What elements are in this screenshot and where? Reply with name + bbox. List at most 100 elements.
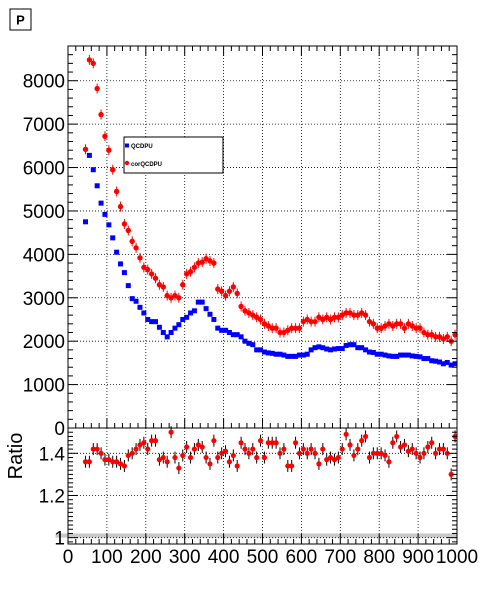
qcdpu-point bbox=[343, 343, 349, 349]
qcdpu-point bbox=[417, 354, 423, 360]
ratio-uncertainty-band bbox=[55, 533, 457, 538]
ratio-point bbox=[378, 450, 384, 456]
qcdpu-point bbox=[370, 349, 376, 355]
ratio-point bbox=[145, 446, 151, 452]
qcdpu-point bbox=[378, 351, 384, 357]
ratio-point bbox=[331, 457, 338, 463]
ratio-point bbox=[300, 446, 306, 452]
ratio-point bbox=[257, 438, 264, 444]
qcdpu-point bbox=[145, 316, 151, 322]
ratio-point bbox=[382, 452, 388, 459]
qcdpu-point bbox=[137, 304, 143, 310]
corqcdpu-point bbox=[180, 282, 186, 288]
qcdpu-point bbox=[312, 345, 318, 351]
corqcdpu-point bbox=[413, 325, 419, 331]
qcdpu-point bbox=[300, 352, 306, 358]
ratio-axis-ticks bbox=[67, 431, 458, 544]
qcdpu-point bbox=[223, 327, 229, 333]
ratio-point bbox=[187, 454, 194, 461]
corqcdpu-point bbox=[110, 167, 116, 173]
ratio-point bbox=[117, 461, 124, 467]
ratio-point bbox=[409, 446, 415, 452]
qcdpu-point bbox=[308, 347, 314, 353]
qcdpu-point bbox=[94, 183, 100, 189]
qcdpu-point bbox=[269, 350, 275, 356]
qcdpu-point bbox=[226, 330, 232, 335]
ratio-band-rect bbox=[55, 533, 457, 538]
qcdpu-point bbox=[114, 249, 120, 255]
legend-label-corqcdpu: corQCDPU bbox=[131, 162, 162, 168]
ratio-grid bbox=[68, 428, 457, 544]
ratio-point bbox=[362, 433, 369, 440]
qcdpu-point bbox=[110, 235, 116, 241]
corqcdpu-point bbox=[199, 259, 205, 265]
corqcdpu-point bbox=[432, 334, 439, 340]
main-y-tick-label: 7000 bbox=[23, 115, 65, 136]
corqcdpu-point bbox=[106, 147, 112, 153]
x-tick-label: 400 bbox=[208, 547, 240, 568]
x-tick-label: 200 bbox=[130, 547, 162, 568]
ratio-point bbox=[261, 454, 268, 461]
qcdpu-point bbox=[106, 222, 112, 228]
ratio-point bbox=[370, 450, 376, 456]
ratio-plot-panel: 1 1.2 1.4 Ratio bbox=[5, 426, 458, 550]
main-y-tick-label: 3000 bbox=[23, 289, 65, 310]
ratio-point bbox=[82, 459, 89, 465]
ratio-point bbox=[339, 446, 345, 452]
ratio-y-axis-title: Ratio bbox=[5, 433, 27, 480]
qcdpu-point bbox=[355, 345, 361, 351]
ratio-point bbox=[425, 444, 431, 450]
ratio-point bbox=[164, 459, 170, 465]
ratio-point bbox=[191, 446, 198, 452]
corqcdpu-point bbox=[362, 312, 369, 318]
qcdpu-point bbox=[401, 352, 407, 358]
ratio-point bbox=[199, 444, 205, 450]
ratio-point bbox=[327, 454, 334, 461]
corqcdpu-point bbox=[226, 288, 233, 294]
qcdpu-point bbox=[230, 332, 236, 338]
ratio-point bbox=[234, 463, 240, 469]
main-grid bbox=[68, 46, 457, 428]
ratio-point bbox=[203, 454, 209, 461]
corqcdpu-point bbox=[129, 238, 135, 245]
ratio-point bbox=[289, 463, 295, 469]
ratio-point bbox=[281, 446, 287, 452]
ratio-point bbox=[133, 446, 139, 452]
qcdpu-point bbox=[246, 340, 252, 346]
main-y-tick-label: 4000 bbox=[23, 245, 65, 266]
main-y-tick-labels: 0 1000 2000 3000 4000 5000 6000 7000 8000 bbox=[23, 72, 65, 440]
corqcdpu-point bbox=[148, 271, 155, 277]
qcdpu-point bbox=[359, 345, 365, 351]
corqcdpu-point bbox=[444, 334, 450, 340]
qcdpu-point bbox=[90, 167, 96, 173]
ratio-point bbox=[121, 463, 128, 469]
legend-marker-corqcdpu bbox=[124, 160, 130, 166]
qcdpu-point bbox=[133, 298, 139, 304]
qcdpu-point bbox=[153, 319, 159, 325]
qcdpu-point bbox=[86, 152, 92, 158]
qcdpu-point bbox=[382, 352, 388, 358]
ratio-point bbox=[351, 452, 357, 459]
main-y-tick-label: 6000 bbox=[23, 159, 65, 180]
corqcdpu-point bbox=[117, 203, 124, 210]
corqcdpu-point bbox=[296, 325, 303, 331]
qcdpu-point bbox=[258, 347, 264, 353]
x-tick-label: 1000 bbox=[436, 547, 478, 568]
ratio-point bbox=[94, 446, 100, 452]
qcdpu-point bbox=[413, 353, 419, 359]
ratio-point bbox=[374, 450, 380, 456]
qcdpu-point bbox=[366, 349, 372, 355]
qcdpu-point bbox=[102, 211, 108, 217]
corqcdpu-point bbox=[113, 188, 120, 195]
corqcdpu-point bbox=[273, 325, 279, 331]
corqcdpu-point bbox=[292, 325, 299, 331]
ratio-point bbox=[98, 450, 104, 456]
ratio-point bbox=[125, 452, 131, 459]
main-y-tick-label: 0 bbox=[54, 419, 65, 440]
corqcdpu-point bbox=[191, 264, 198, 271]
ratio-y-tick-label: 1 bbox=[54, 529, 65, 550]
corqcdpu-point bbox=[401, 325, 408, 331]
corqcdpu-point bbox=[152, 275, 159, 281]
pad-label: P bbox=[9, 8, 32, 31]
x-tick-label: 0 bbox=[63, 547, 74, 568]
